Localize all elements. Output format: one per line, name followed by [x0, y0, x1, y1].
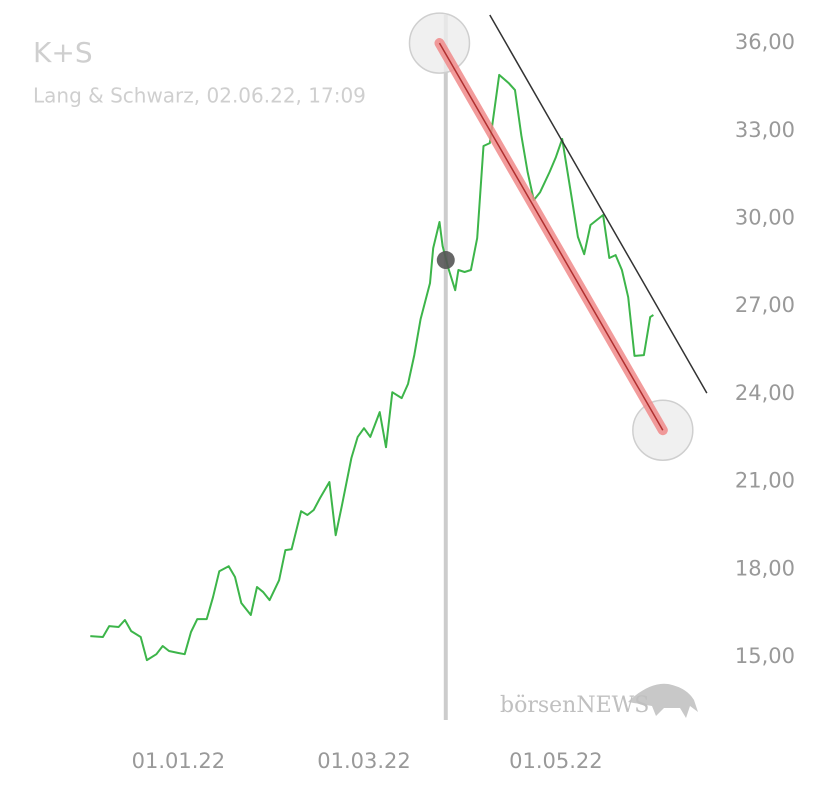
price-line [90, 73, 654, 662]
y-tick-label: 18,00 [735, 556, 795, 580]
y-tick-label: 15,00 [735, 644, 795, 668]
y-tick-label: 24,00 [735, 381, 795, 405]
x-tick-label: 01.01.22 [132, 749, 226, 773]
y-tick-label: 33,00 [735, 118, 795, 142]
crosshair-dot [436, 251, 455, 270]
watermark-logo [628, 683, 698, 718]
chart-title: K+S [33, 36, 93, 69]
chart-subtitle: Lang & Schwarz, 02.06.22, 17:09 [33, 84, 366, 108]
y-tick-label: 27,00 [735, 293, 795, 317]
trendline-core [438, 42, 664, 431]
y-tick-label: 21,00 [735, 469, 795, 493]
y-tick-label: 36,00 [735, 30, 795, 54]
x-tick-label: 01.05.22 [509, 749, 603, 773]
watermark: börsenNEWS [500, 693, 649, 718]
x-tick-label: 01.03.22 [317, 749, 411, 773]
y-tick-label: 30,00 [735, 206, 795, 230]
trendline [489, 14, 708, 394]
